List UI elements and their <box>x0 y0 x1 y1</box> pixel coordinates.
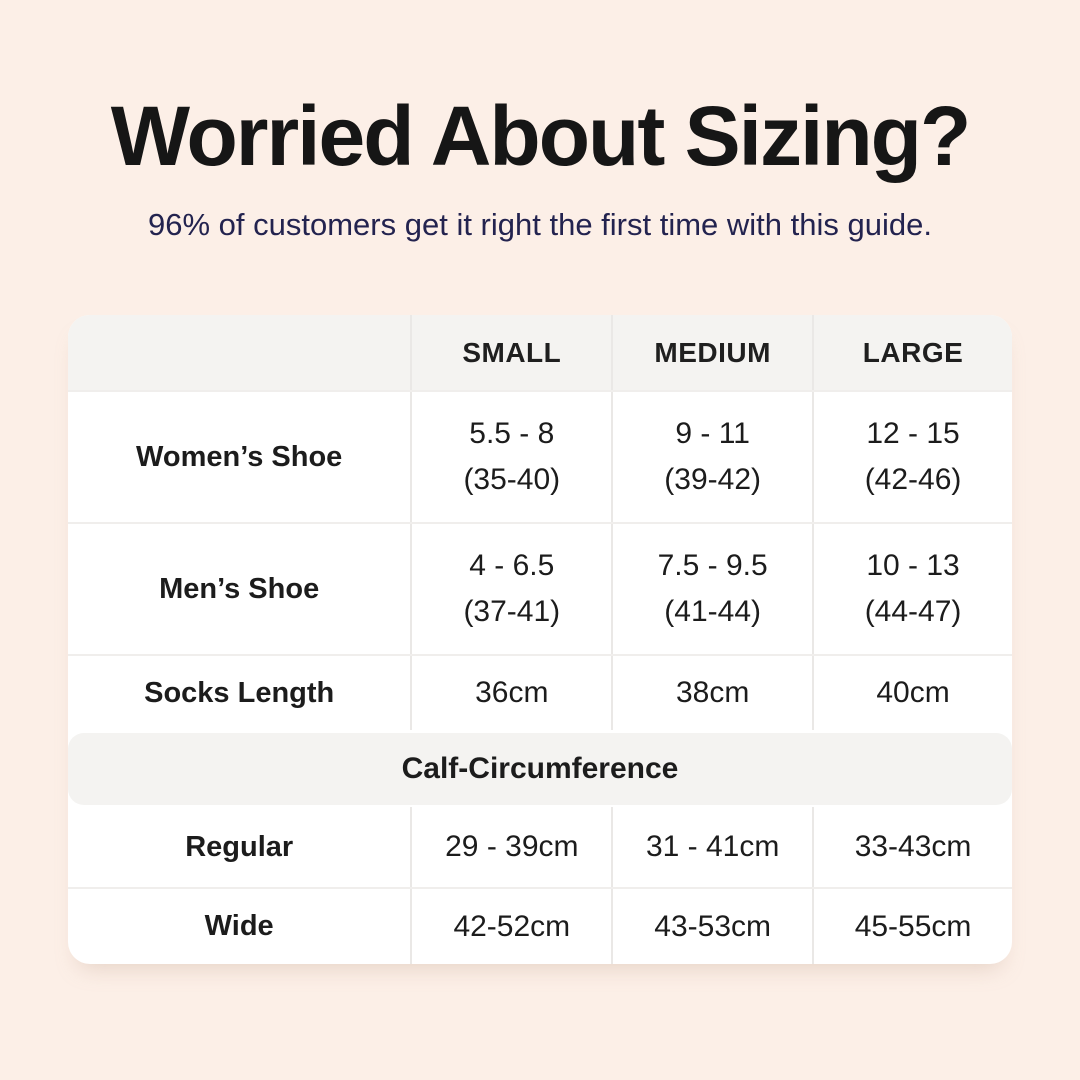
cell-mens-large: 10 - 13 (44-47) <box>812 524 1012 654</box>
eu-size-value: (41-44) <box>664 595 762 628</box>
us-size-value: 10 - 13 <box>866 549 960 582</box>
row-label-wide: Wide <box>204 910 274 942</box>
cell-regular-large: 33-43cm <box>812 807 1012 887</box>
length-value: 36cm <box>475 676 549 709</box>
cell-regular-small: 29 - 39cm <box>410 807 611 887</box>
section-header-calf-circumference: Calf-Circumference <box>68 733 1012 805</box>
us-size-value: 12 - 15 <box>866 417 960 450</box>
circumference-value: 45-55cm <box>854 909 972 943</box>
header-cell-empty <box>68 315 410 390</box>
length-value: 38cm <box>675 676 750 709</box>
cell-regular-medium: 31 - 41cm <box>611 807 812 887</box>
row-label-socks-length: Socks Length <box>144 676 335 709</box>
cell-socks-large: 40cm <box>812 656 1012 730</box>
table-row-mens-shoe: Men’s Shoe 4 - 6.5 (37-41) 7.5 - 9.5 (41… <box>68 522 1012 654</box>
cell-womens-medium: 9 - 11 (39-42) <box>611 392 812 522</box>
page-title: Worried About Sizing? <box>110 89 972 183</box>
eu-size-value: (39-42) <box>664 463 762 496</box>
length-value: 40cm <box>876 676 950 709</box>
cell-wide-small: 42-52cm <box>410 889 611 964</box>
table-row-womens-shoe: Women’s Shoe 5.5 - 8 (35-40) 9 - 11 (39-… <box>68 390 1012 522</box>
row-label-regular: Regular <box>185 830 294 863</box>
row-label-womens-shoe: Women’s Shoe <box>136 440 343 473</box>
eu-size-value: (37-41) <box>463 595 561 628</box>
cell-socks-small: 36cm <box>410 656 611 730</box>
row-label-mens-shoe: Men’s Shoe <box>159 572 320 605</box>
cell-womens-small: 5.5 - 8 (35-40) <box>410 392 611 522</box>
cell-mens-medium: 7.5 - 9.5 (41-44) <box>611 524 812 654</box>
us-size-value: 4 - 6.5 <box>469 549 555 582</box>
circumference-value: 31 - 41cm <box>645 830 780 863</box>
table-row-socks-length: Socks Length 36cm 38cm 40cm <box>68 654 1012 730</box>
header-cell-large: LARGE <box>812 315 1012 390</box>
table-row-regular: Regular 29 - 39cm 31 - 41cm 33-43cm <box>68 807 1012 887</box>
us-size-value: 7.5 - 9.5 <box>657 549 768 582</box>
eu-size-value: (44-47) <box>864 595 962 628</box>
table-row-wide: Wide 42-52cm 43-53cm 45-55cm <box>68 887 1012 964</box>
header-cell-small: SMALL <box>410 315 611 390</box>
us-size-value: 5.5 - 8 <box>469 417 555 450</box>
cell-wide-medium: 43-53cm <box>611 889 812 964</box>
header-cell-medium: MEDIUM <box>611 315 812 390</box>
circumference-value: 29 - 39cm <box>445 830 579 863</box>
eu-size-value: (42-46) <box>864 463 962 496</box>
cell-womens-large: 12 - 15 (42-46) <box>812 392 1012 522</box>
cell-socks-medium: 38cm <box>611 656 812 730</box>
circumference-value: 42-52cm <box>453 909 571 943</box>
sizing-table: SMALL MEDIUM LARGE Women’s Shoe 5.5 - 8 … <box>68 315 1012 964</box>
circumference-value: 43-53cm <box>654 909 772 943</box>
table-header-row: SMALL MEDIUM LARGE <box>68 315 1012 390</box>
cell-wide-large: 45-55cm <box>812 889 1012 964</box>
page-subtitle: 96% of customers get it right the first … <box>148 207 932 242</box>
eu-size-value: (35-40) <box>463 463 561 496</box>
cell-mens-small: 4 - 6.5 (37-41) <box>410 524 611 654</box>
circumference-value: 33-43cm <box>854 830 972 863</box>
us-size-value: 9 - 11 <box>675 417 750 450</box>
